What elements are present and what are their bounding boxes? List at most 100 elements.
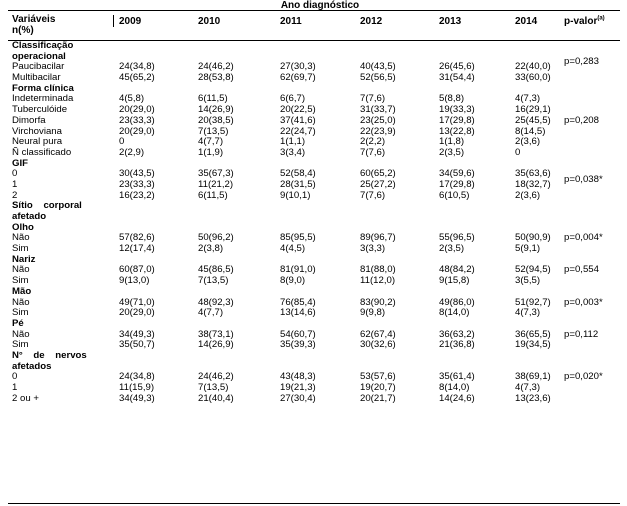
table-row: 2 ou + 34(49,3) 21(40,4) 27(30,4) 20(21,7) 14…: [8, 392, 620, 405]
cell-2011: 52(58,4): [280, 168, 316, 180]
section-label: Sítio corporal: [12, 200, 82, 212]
section-header-row: Mão: [8, 286, 620, 298]
cell-2011: 22(24,7): [280, 125, 316, 137]
cell-2014: 38(69,1): [515, 371, 551, 383]
cell-2011: 27(30,4): [280, 392, 316, 404]
cell-2014: 25(45,5): [515, 114, 551, 126]
table-row: Sim 35(50,7) 14(26,9) 35(39,3) 30(32,6) 21(36…: [8, 340, 620, 351]
cell-2011: 37(41,6): [280, 114, 316, 126]
cell-2010: 4(7,7): [198, 136, 224, 148]
section-label: afetados: [12, 360, 52, 372]
cell-2011: 76(85,4): [280, 296, 316, 308]
cell-2009: 57(82,6): [119, 232, 155, 244]
row-label: Indeterminada: [12, 93, 74, 105]
cell-2014: 36(65,5): [515, 328, 551, 340]
pvalue-cell: p=0,004*: [564, 232, 603, 244]
cell-2013: 8(14,0): [439, 307, 470, 319]
cell-2009: 11(15,9): [119, 382, 155, 393]
pvalue-cell: p=0,020*: [564, 371, 603, 383]
section-label: GIF: [12, 157, 28, 169]
cell-2010: 14(26,9): [198, 104, 234, 116]
cell-2013: 21(36,8): [439, 339, 475, 351]
cell-2010: 1(1,9): [198, 146, 224, 158]
cell-2013: 34(59,6): [439, 168, 475, 180]
table-row: Sim 9(13,0) 7(13,5) 8(9,0) 11(12,0) 9(15,8) 3(…: [8, 275, 620, 287]
cell-2014: 2(3,6): [515, 189, 541, 201]
cell-2012: 11(12,0): [360, 275, 396, 287]
section-header-row: Nariz: [8, 253, 620, 266]
cell-2011: 27(30,3): [280, 61, 316, 73]
cell-2012: 7(7,6): [360, 93, 386, 105]
cell-2014: 4(7,3): [515, 382, 541, 393]
row-label: Ñ classificado: [12, 146, 72, 158]
table-row: Virchoviana 20(29,0) 7(13,5) 22(24,7) 22(23,…: [8, 125, 620, 138]
table-row: 0 30(43,5) 35(67,3) 52(58,4) 60(65,2) 34(59,6…: [8, 169, 620, 180]
cell-2013: 49(86,0): [439, 296, 475, 308]
column-group-title: Ano diagnóstico: [280, 0, 360, 11]
year-header-2011: 2011: [280, 16, 302, 27]
row-label: Não: [12, 328, 30, 340]
row-label: Sim: [12, 339, 29, 351]
table-row: 1 23(33,3) 11(21,2) 28(31,5) 25(27,2) 17(29,8…: [8, 174, 620, 191]
cell-2014: 2(3,6): [515, 136, 541, 148]
table-row: Não 57(82,6) 50(96,2) 85(95,5) 89(96,7) 55(96…: [8, 233, 620, 244]
cell-2014: 50(90,9): [515, 232, 551, 244]
cell-2014: 52(94,5): [515, 264, 551, 276]
cell-2009: 20(29,0): [119, 104, 155, 116]
table-row: Sim 12(17,4) 2(3,8) 4(4,5) 3(3,3) 2(3,5) 5(9,1…: [8, 243, 620, 255]
cell-2011: 43(48,3): [280, 371, 316, 383]
cell-2010: 35(67,3): [198, 168, 234, 180]
cell-2014: 4(7,3): [515, 93, 541, 105]
cell-2009: 34(49,3): [119, 392, 155, 404]
cell-2011: 19(21,3): [280, 382, 316, 393]
year-header-2013: 2013: [439, 16, 462, 27]
cell-2009: 60(87,0): [119, 264, 155, 276]
table-row: 0 24(34,8) 24(46,2) 43(48,3) 53(57,6) 35(61,4…: [8, 372, 620, 383]
cell-2011: 28(31,5): [280, 178, 316, 190]
row-label: Tuberculóide: [12, 104, 68, 116]
cell-2009: 45(65,2): [119, 72, 155, 84]
cell-2014: 4(7,3): [515, 307, 541, 319]
cell-2014: 13(23,6): [515, 392, 551, 404]
cell-2013: 2(3,5): [439, 146, 465, 158]
cell-2009: 12(17,4): [119, 243, 155, 255]
cell-2010: 4(7,7): [198, 307, 224, 319]
variables-header-line2: n(%): [12, 25, 34, 36]
top-rule: [8, 10, 620, 11]
cell-2013: 9(15,8): [439, 275, 470, 287]
cell-2014: 35(63,6): [515, 168, 551, 180]
section-header-row: operacional: [8, 50, 620, 63]
cell-2014: 5(9,1): [515, 243, 541, 255]
table-row: 1 11(15,9) 7(13,5) 19(21,3) 19(20,7) 8(14,0) 4…: [8, 382, 620, 394]
cell-2012: 52(56,5): [360, 72, 396, 84]
year-header-2010: 2010: [198, 16, 221, 27]
section-label: operacional: [12, 50, 66, 62]
cell-2012: 3(3,3): [360, 243, 386, 255]
pvalue-header: p-valor(a): [564, 16, 605, 27]
cell-2009: 2(2,9): [119, 146, 145, 158]
cell-2010: 7(13,5): [198, 125, 229, 137]
cell-2013: 8(14,0): [439, 382, 470, 393]
cell-2011: 62(69,7): [280, 72, 316, 84]
cell-2011: 35(39,3): [280, 339, 316, 351]
section-label: Nariz: [12, 253, 36, 265]
cell-2012: 19(20,7): [360, 382, 396, 393]
pvalue-header-label: p-valor: [564, 16, 598, 27]
header-separator: [113, 15, 114, 27]
cell-2012: 25(27,2): [360, 178, 396, 190]
cell-2010: 24(46,2): [198, 61, 234, 73]
cell-2009: 30(43,5): [119, 168, 155, 180]
cell-2013: 5(8,8): [439, 93, 465, 105]
table-row: Dimorfa 23(33,3) 20(38,5) 37(41,6) 23(25,0) 1…: [8, 114, 620, 127]
cell-2014: 8(14,5): [515, 125, 546, 137]
row-label: Virchoviana: [12, 125, 62, 137]
cell-2012: 62(67,4): [360, 328, 396, 340]
cell-2014: 19(34,5): [515, 339, 551, 351]
year-header-2009: 2009: [119, 16, 142, 27]
table-row: Indeterminada 4(5,8) 6(11,5) 6(6,7) 7(7,6) 5(…: [8, 94, 620, 105]
table-row: Sim 20(29,0) 4(7,7) 13(14,6) 9(9,8) 8(14,0) 4(…: [8, 307, 620, 319]
cell-2012: 53(57,6): [360, 371, 396, 383]
cell-2009: 35(50,7): [119, 339, 155, 351]
cell-2010: 24(46,2): [198, 371, 234, 383]
bottom-rule: [8, 503, 620, 504]
